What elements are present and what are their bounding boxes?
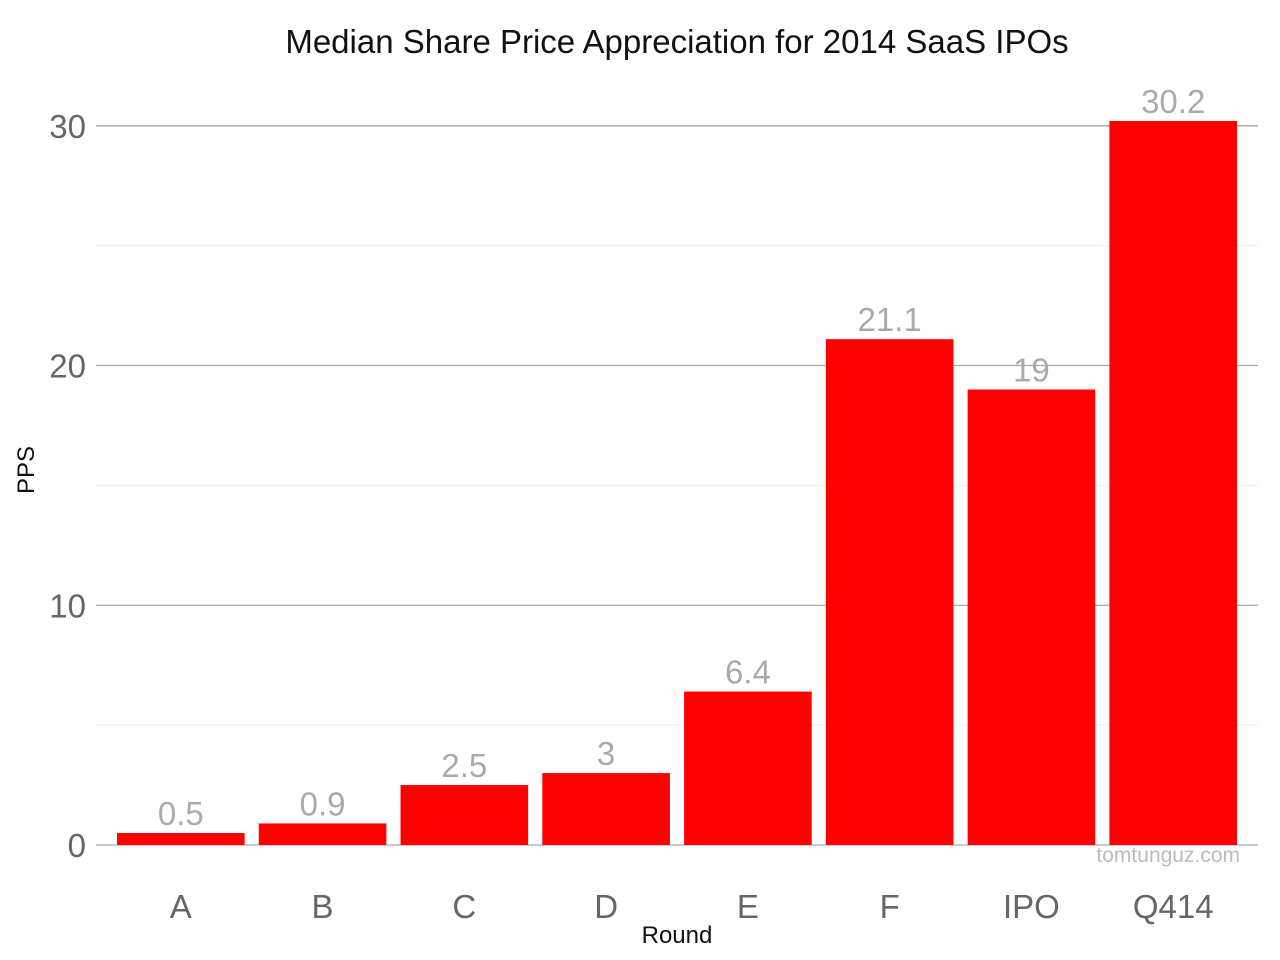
bar-value-label: 0.9: [300, 785, 346, 822]
bar-ipo: [967, 389, 1096, 845]
x-tick-label: D: [594, 888, 618, 925]
y-tick-label: 0: [68, 827, 86, 864]
bar-b: [258, 823, 387, 845]
x-tick-label: E: [737, 888, 759, 925]
x-axis-title: Round: [642, 922, 713, 949]
bar-value-label: 6.4: [725, 654, 771, 691]
x-tick-label: Q414: [1133, 888, 1214, 925]
watermark: tomtunguz.com: [1096, 844, 1240, 867]
x-tick-label: IPO: [1003, 888, 1060, 925]
bar-value-label: 2.5: [441, 747, 487, 784]
bar-value-labels: 0.5 0.9 2.5 3 6.4 21.1 19 30.2: [158, 83, 1205, 832]
bar-e: [684, 691, 812, 845]
x-tick-label: F: [880, 888, 900, 925]
bar-q414: [1109, 121, 1237, 845]
y-tick-label: 30: [49, 108, 86, 145]
bar-value-label: 0.5: [158, 795, 204, 832]
bar-d: [542, 773, 670, 845]
bar-value-label: 21.1: [858, 301, 922, 338]
bar-c: [400, 785, 529, 845]
bar-a: [117, 833, 245, 845]
bar-value-label: 30.2: [1141, 83, 1205, 120]
bar-value-label: 3: [597, 735, 615, 772]
bar-value-label: 19: [1013, 352, 1050, 389]
x-tick-label: B: [312, 888, 334, 925]
y-axis-title: PPS: [13, 446, 40, 494]
y-axis-ticks: 0 10 20 30: [49, 108, 86, 864]
x-tick-label: C: [452, 888, 476, 925]
y-tick-label: 10: [49, 587, 86, 624]
y-tick-label: 20: [49, 348, 86, 385]
x-axis-ticks: A B C D E F IPO Q414: [170, 888, 1214, 925]
bars: [117, 121, 1237, 845]
bar-f: [825, 339, 954, 845]
x-tick-label: A: [170, 888, 192, 925]
chart-title: Median Share Price Appreciation for 2014…: [285, 23, 1068, 60]
